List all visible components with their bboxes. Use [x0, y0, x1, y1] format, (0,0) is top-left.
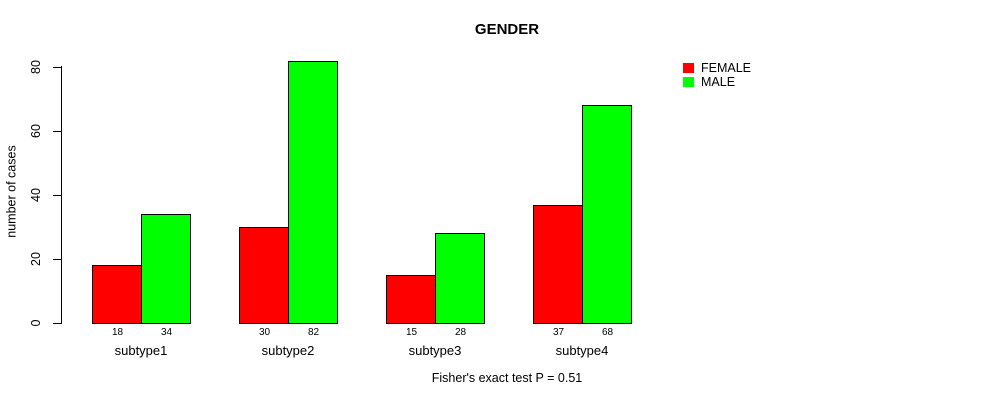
- bar-value-label-male-subtype1: 34: [160, 327, 173, 338]
- bar-value-label-male-subtype2: 82: [307, 327, 320, 338]
- y-tick-label-40: 40: [29, 187, 43, 202]
- y-tick-label-20: 20: [29, 251, 43, 266]
- bar-value-label-male-subtype3: 28: [454, 327, 467, 338]
- y-tick-0: [53, 322, 61, 324]
- bar-value-label-female-subtype3: 15: [405, 327, 418, 338]
- legend-swatch-male: [683, 77, 694, 87]
- y-tick-60: [53, 130, 61, 132]
- legend-item-female: FEMALE: [683, 62, 751, 74]
- bar-female-subtype1: [92, 264, 142, 324]
- legend-label-male: MALE: [701, 75, 736, 89]
- bar-male-subtype3: [435, 232, 485, 324]
- category-label-subtype2: subtype2: [261, 343, 315, 358]
- bar-value-label-female-subtype2: 30: [258, 327, 271, 338]
- y-tick-label-80: 80: [29, 59, 43, 74]
- y-tick-80: [53, 66, 61, 68]
- legend-item-male: MALE: [683, 76, 751, 88]
- legend: FEMALE MALE: [683, 62, 751, 90]
- bar-female-subtype4: [533, 204, 583, 324]
- y-tick-label-0: 0: [29, 319, 43, 326]
- bar-value-label-female-subtype1: 18: [111, 327, 124, 338]
- y-tick-label-60: 60: [29, 123, 43, 138]
- bar-male-subtype1: [141, 213, 191, 324]
- category-label-subtype1: subtype1: [114, 343, 168, 358]
- y-axis-title: number of cases: [4, 145, 19, 238]
- bar-female-subtype3: [386, 274, 436, 324]
- bar-value-label-male-subtype4: 68: [601, 327, 614, 338]
- chart-title: GENDER: [474, 21, 540, 38]
- y-axis-line: [61, 65, 62, 324]
- bar-male-subtype2: [288, 60, 338, 324]
- category-label-subtype4: subtype4: [555, 343, 609, 358]
- category-label-subtype3: subtype3: [408, 343, 462, 358]
- annotation-fishers-test: Fisher's exact test P = 0.51: [431, 371, 583, 385]
- legend-label-female: FEMALE: [701, 61, 752, 75]
- bar-value-label-female-subtype4: 37: [552, 327, 565, 338]
- y-tick-20: [53, 258, 61, 260]
- y-tick-40: [53, 194, 61, 196]
- legend-swatch-female: [683, 63, 694, 73]
- bar-male-subtype4: [582, 104, 632, 324]
- bar-female-subtype2: [239, 226, 289, 324]
